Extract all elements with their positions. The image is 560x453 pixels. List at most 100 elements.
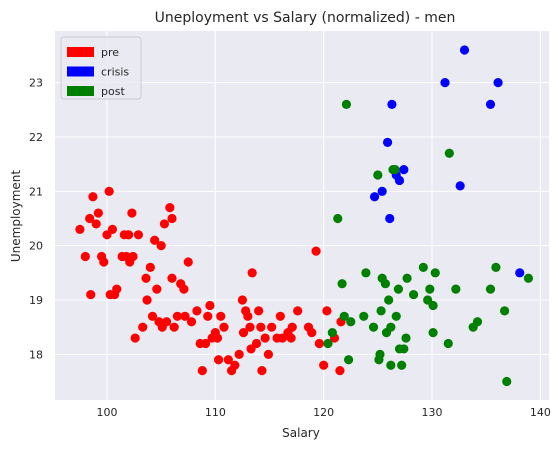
data-point-pre (234, 349, 244, 359)
data-point-pre (91, 219, 101, 229)
data-point-post (323, 338, 333, 349)
x-axis-label: Salary (282, 426, 320, 440)
data-point-pre (99, 257, 109, 267)
data-point-post (361, 268, 371, 278)
data-point-pre (200, 338, 211, 349)
data-point-pre (254, 306, 264, 316)
data-point-crisis (459, 45, 470, 55)
data-point-pre (212, 333, 223, 343)
data-point-pre (80, 251, 90, 262)
data-point-pre (85, 213, 95, 224)
data-point-crisis (493, 78, 503, 88)
data-point-crisis (369, 192, 380, 202)
data-point-post (428, 328, 438, 338)
data-point-pre (286, 333, 296, 343)
data-point-post (472, 317, 483, 327)
data-point-pre (141, 273, 151, 283)
data-point-pre (142, 295, 152, 305)
data-point-crisis (515, 268, 525, 278)
legend-label-post: post (101, 85, 125, 98)
data-point-pre (152, 284, 162, 294)
data-point-pre (307, 328, 317, 338)
data-point-pre (147, 311, 158, 321)
data-point-pre (335, 366, 345, 376)
data-point-pre (219, 322, 229, 332)
data-point-pre (150, 235, 160, 245)
data-point-pre (293, 306, 303, 316)
data-point-pre (167, 213, 177, 224)
data-point-pre (75, 224, 85, 234)
data-point-crisis (385, 213, 395, 224)
x-tick-label: 140 (530, 406, 551, 419)
data-point-crisis (387, 99, 397, 109)
y-tick-label: 20 (29, 240, 43, 253)
data-point-post (397, 360, 407, 370)
data-point-pre (243, 311, 253, 321)
data-point-post (346, 317, 356, 327)
data-point-post (418, 262, 428, 272)
data-point-pre (314, 338, 324, 349)
data-point-post (380, 279, 391, 289)
data-point-post (386, 360, 396, 370)
y-tick-label: 21 (29, 185, 43, 198)
y-tick-label: 19 (29, 294, 43, 307)
data-point-post (425, 284, 435, 294)
data-point-crisis (485, 99, 496, 109)
data-point-pre (180, 311, 190, 321)
y-tick-label: 23 (29, 77, 43, 90)
data-point-crisis (455, 181, 465, 191)
legend-swatch-pre (67, 47, 94, 57)
data-point-pre (238, 328, 249, 338)
y-tick-label: 18 (29, 348, 43, 361)
data-point-post (451, 284, 461, 294)
data-point-pre (247, 268, 257, 278)
data-point-post (384, 295, 394, 305)
data-point-pre (86, 289, 96, 300)
data-point-pre (287, 322, 297, 332)
data-point-pre (112, 284, 122, 294)
data-point-post (499, 306, 510, 316)
x-tick-label: 110 (205, 406, 226, 419)
data-point-pre (133, 230, 144, 240)
data-point-pre (93, 208, 103, 218)
data-point-pre (128, 251, 138, 262)
x-tick-label: 100 (97, 406, 118, 419)
data-point-pre (197, 366, 207, 376)
y-tick-label: 22 (29, 131, 43, 144)
data-point-post (343, 355, 354, 365)
data-point-pre (186, 317, 197, 327)
data-point-crisis (377, 186, 387, 196)
data-point-crisis (440, 78, 450, 88)
data-point-post (391, 311, 401, 321)
data-point-post (444, 148, 454, 158)
x-tick-label: 120 (313, 406, 334, 419)
data-point-pre (322, 306, 332, 316)
data-point-pre (257, 366, 267, 376)
data-point-post (386, 322, 396, 332)
data-point-post (428, 300, 438, 311)
data-point-post (401, 333, 411, 343)
data-point-pre (223, 355, 233, 365)
data-point-pre (251, 338, 262, 349)
data-point-post (341, 99, 352, 109)
data-point-pre (183, 257, 193, 267)
data-point-pre (245, 322, 255, 332)
data-point-pre (203, 311, 213, 321)
data-point-pre (107, 224, 118, 234)
data-point-pre (124, 230, 134, 240)
data-point-pre (172, 311, 183, 321)
data-point-pre (165, 203, 175, 213)
data-point-crisis (399, 164, 409, 175)
data-point-crisis (394, 175, 405, 186)
data-point-pre (192, 306, 202, 316)
data-point-post (376, 306, 386, 316)
data-point-pre (319, 360, 329, 370)
data-point-post (443, 338, 453, 349)
data-point-pre (311, 246, 321, 256)
data-point-pre (275, 311, 285, 321)
data-point-post (333, 213, 343, 224)
data-point-post (485, 284, 496, 294)
data-point-post (373, 170, 383, 180)
data-point-pre (127, 208, 137, 218)
